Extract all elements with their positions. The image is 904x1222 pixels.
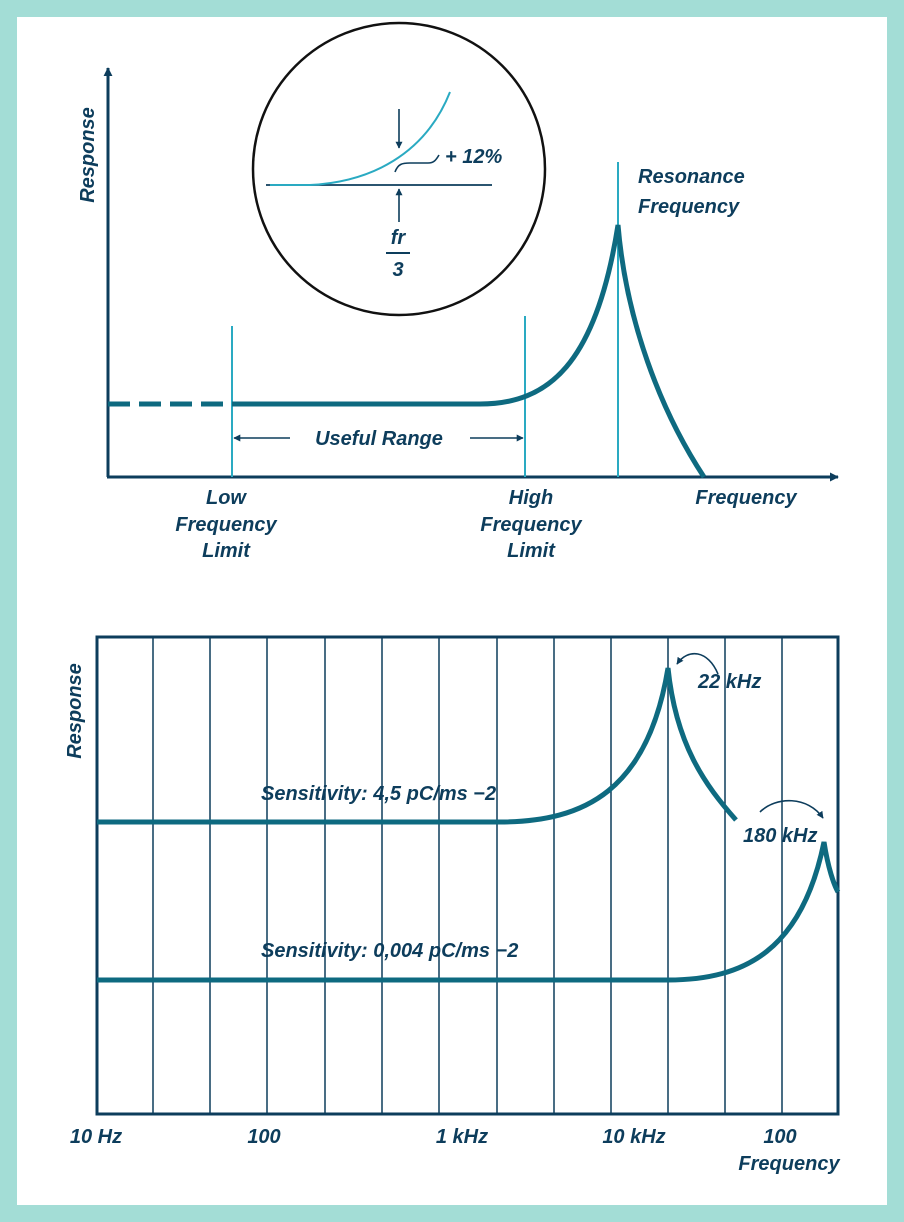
low-limit-label-line-2: Frequency bbox=[175, 514, 277, 536]
bottom-y-axis-label: Response bbox=[64, 663, 86, 759]
low-limit-label-line-3: Limit bbox=[202, 540, 251, 562]
tick-label-1khz: 1 kHz bbox=[436, 1126, 488, 1148]
resonance-arrow-22khz bbox=[676, 652, 719, 675]
useful-range-label: Useful Range bbox=[315, 428, 443, 450]
inset-fraction-numerator: fr bbox=[391, 227, 407, 249]
top-diagram: Useful Range Response Frequency Resonanc… bbox=[77, 21, 839, 562]
tick-label-100khz: 100 bbox=[763, 1126, 796, 1148]
high-limit-label-line-1: High bbox=[509, 487, 553, 509]
tick-label-10khz: 10 kHz bbox=[602, 1126, 665, 1148]
resonance-label-line-2: Frequency bbox=[638, 196, 740, 218]
top-y-axis-label: Response bbox=[77, 107, 99, 203]
bottom-chart: Sensitivity: 4,5 pC/ms −2 Sensitivity: 0… bbox=[64, 635, 841, 1175]
inset-leader-line bbox=[394, 154, 440, 173]
high-limit-label-line-2: Frequency bbox=[480, 514, 582, 536]
inset-circle bbox=[251, 21, 547, 317]
high-limit-label-line-3: Limit bbox=[507, 540, 556, 562]
bottom-chart-grid bbox=[152, 637, 783, 1114]
inset-fraction-denominator: 3 bbox=[392, 259, 403, 281]
tick-label-10hz: 10 Hz bbox=[70, 1126, 122, 1148]
series-curve-0-004-pc bbox=[97, 841, 841, 983]
response-curve bbox=[232, 224, 707, 479]
tick-label-100hz: 100 bbox=[247, 1126, 280, 1148]
resonance-label-180khz: 180 kHz bbox=[743, 825, 818, 847]
top-x-axis-label: Frequency bbox=[695, 487, 797, 509]
resonance-label-22khz: 22 kHz bbox=[697, 671, 761, 693]
resonance-label-line-1: Resonance bbox=[638, 166, 745, 188]
series-label-4-5-pc: Sensitivity: 4,5 pC/ms −2 bbox=[261, 783, 496, 805]
inset-curve bbox=[270, 91, 451, 186]
low-limit-label-line-1: Low bbox=[206, 487, 247, 509]
bottom-x-axis-label: Frequency bbox=[738, 1153, 840, 1175]
series-label-0-004-pc: Sensitivity: 0,004 pC/ms −2 bbox=[261, 940, 518, 962]
inset-deviation-label: + 12% bbox=[445, 146, 502, 168]
bottom-chart-border bbox=[95, 635, 840, 1116]
resonance-arrow-180khz bbox=[759, 799, 824, 819]
series-curve-4-5-pc bbox=[97, 667, 738, 825]
inset-magnifier: + 12% fr 3 bbox=[251, 21, 547, 317]
